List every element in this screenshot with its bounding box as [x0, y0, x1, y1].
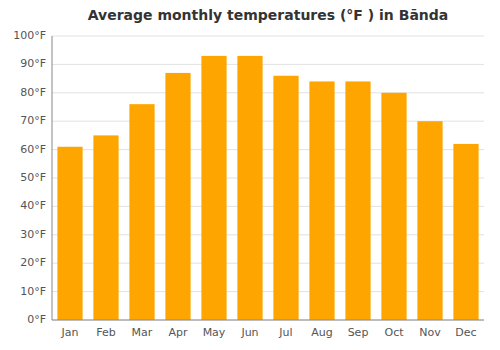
x-tick-label: Mar — [132, 326, 153, 339]
x-tick-label: Apr — [168, 326, 188, 339]
y-tick-label: 0°F — [27, 313, 46, 326]
y-grid — [52, 36, 484, 320]
bar — [129, 104, 154, 320]
x-tick-label: Dec — [455, 326, 476, 339]
y-tick-label: 30°F — [20, 228, 46, 241]
x-tick-label: Oct — [384, 326, 404, 339]
y-tick-label: 10°F — [20, 285, 46, 298]
y-tick-label: 20°F — [20, 256, 46, 269]
x-tick-label: Jun — [240, 326, 258, 339]
chart-container: 0°F 10°F 20°F 30°F 40°F 50°F 60°F 70°F 80°F 90°F 1… — [0, 0, 500, 350]
x-tick-label: Jul — [278, 326, 292, 339]
y-tick-label: 100°F — [13, 29, 46, 42]
x-tick-label: Aug — [311, 326, 332, 339]
y-tick-label: 60°F — [20, 143, 46, 156]
bar — [273, 76, 298, 320]
y-ticks: 0°F 10°F 20°F 30°F 40°F 50°F 60°F 70°F 80°F 90°F 1… — [13, 29, 46, 326]
bar — [201, 56, 226, 320]
bars — [57, 56, 478, 320]
grid-line — [52, 320, 484, 321]
bar — [57, 147, 82, 320]
y-tick-label: 70°F — [20, 114, 46, 127]
y-axis-line — [52, 36, 53, 320]
y-tick-label: 50°F — [20, 171, 46, 184]
bar — [165, 73, 190, 320]
y-tick-label: 40°F — [20, 199, 46, 212]
chart-svg: 0°F 10°F 20°F 30°F 40°F 50°F 60°F 70°F 80°F 90°F 1… — [0, 0, 500, 350]
x-tick-label: Feb — [96, 326, 115, 339]
x-tick-label: Jan — [61, 326, 79, 339]
x-axis-line — [52, 320, 484, 321]
grid-line — [52, 64, 484, 65]
y-tick-label: 80°F — [20, 86, 46, 99]
bar — [453, 144, 478, 320]
x-tick-label: Nov — [419, 326, 441, 339]
x-ticks: Jan Feb Mar Apr May Jun Jul Aug Sep Oct Nov Dec — [61, 326, 477, 339]
x-tick-label: Sep — [348, 326, 369, 339]
bar — [417, 121, 442, 320]
bar — [345, 81, 370, 320]
bar — [93, 135, 118, 320]
bar — [381, 93, 406, 320]
grid-line — [52, 92, 484, 93]
chart-title: Average monthly temperatures (°F ) in Bā… — [88, 7, 449, 23]
grid-line — [52, 36, 484, 37]
y-tick-label: 90°F — [20, 57, 46, 70]
bar — [309, 81, 334, 320]
x-tick-label: May — [203, 326, 226, 339]
bar — [237, 56, 262, 320]
